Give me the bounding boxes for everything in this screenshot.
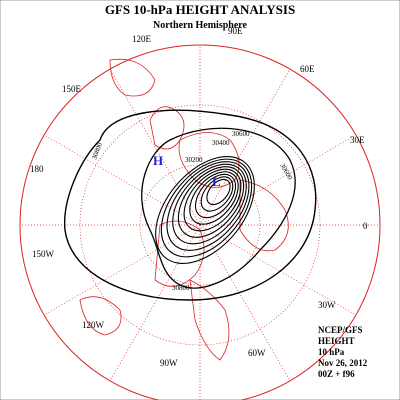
footer-line: HEIGHT [318, 336, 355, 346]
graticule [20, 45, 380, 400]
meridian [43, 224, 201, 316]
contour [183, 168, 242, 232]
contour [160, 158, 253, 258]
lon-label: 120W [82, 320, 105, 330]
contour [200, 176, 234, 212]
meridian [199, 68, 291, 226]
contour [155, 156, 255, 264]
meridian [199, 224, 357, 316]
high-center: H [153, 153, 163, 168]
lon-label: 0 [363, 221, 368, 231]
contour-label: 30600 [232, 130, 250, 138]
title: GFS 10-hPa HEIGHT ANALYSIS [105, 2, 295, 17]
contour [166, 161, 250, 251]
lon-label: 60E [300, 64, 315, 74]
footer-line: 00Z + f96 [318, 369, 355, 379]
footer-line: NCEP/GFS [318, 325, 363, 335]
contour [141, 127, 296, 289]
meridian [199, 134, 357, 226]
contour [177, 166, 245, 238]
lon-label: 120E [132, 34, 152, 44]
lon-label: 90E [228, 26, 243, 36]
lon-label: 150E [62, 84, 82, 94]
contour [194, 173, 237, 219]
meridian [199, 224, 291, 382]
contour [189, 171, 239, 225]
meridian [109, 224, 201, 382]
lon-label: 30E [350, 135, 365, 145]
contour [206, 178, 231, 206]
lon-label: 60W [248, 348, 266, 358]
lon-label: 30W [318, 300, 336, 310]
contour-label: 30800 [172, 284, 190, 292]
height-contours [63, 109, 317, 301]
footer-line: Nov 26, 2012 [318, 358, 368, 368]
low-center: L [212, 174, 221, 189]
lon-label: 180 [30, 164, 44, 174]
lon-label: 150W [32, 249, 55, 259]
footer-line: 10 hPa [318, 347, 345, 357]
subtitle: Northern Hemisphere [153, 20, 248, 31]
contour-label: 30200 [185, 156, 203, 164]
coastlines [79, 58, 289, 361]
contour-label: 30400 [212, 139, 230, 147]
map-boundary [19, 44, 381, 400]
contour [172, 163, 247, 245]
lon-label: 90W [160, 358, 178, 368]
contour [63, 109, 317, 301]
